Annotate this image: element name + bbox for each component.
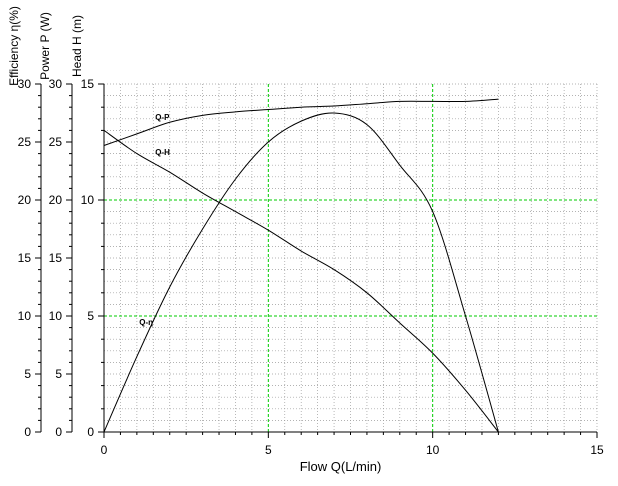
- y-tick-label: 10: [18, 309, 32, 323]
- y-tick-label: 0: [24, 425, 31, 439]
- y-tick-label: 15: [81, 77, 95, 91]
- y-tick-label: 20: [49, 193, 63, 207]
- series-label: Q-P: [155, 113, 170, 122]
- series-label: Q-H: [155, 148, 170, 157]
- x-tick-label: 5: [265, 443, 272, 457]
- x-tick-label: 15: [590, 443, 604, 457]
- grid: [104, 84, 597, 432]
- y-axis-title: Power P (W): [38, 12, 52, 80]
- x-tick-label: 10: [426, 443, 440, 457]
- series-line: [103, 129, 499, 433]
- y-axis-title: Efficiency η(%): [7, 6, 21, 86]
- y-tick-label: 15: [49, 251, 63, 265]
- y-tick-label: 0: [55, 425, 62, 439]
- y-tick-label: 10: [49, 309, 63, 323]
- axes: [35, 83, 598, 438]
- y-axis-title: Head H (m): [70, 15, 84, 77]
- y-tick-label: 5: [87, 309, 94, 323]
- y-tick-label: 15: [18, 251, 32, 265]
- y-tick-label: 30: [49, 77, 63, 91]
- y-tick-label: 25: [18, 135, 32, 149]
- series-line: [103, 112, 499, 433]
- series-label: Q-η: [139, 318, 153, 327]
- x-axis-title: Flow Q(L/min): [300, 459, 382, 474]
- y-tick-label: 5: [55, 367, 62, 381]
- y-tick-label: 0: [87, 425, 94, 439]
- y-tick-label: 30: [18, 77, 32, 91]
- x-tick-label: 0: [101, 443, 108, 457]
- y-tick-label: 25: [49, 135, 63, 149]
- y-tick-label: 10: [81, 193, 95, 207]
- y-tick-label: 20: [18, 193, 32, 207]
- series-line: [103, 98, 499, 146]
- series-curves: [103, 98, 499, 433]
- y-tick-label: 5: [24, 367, 31, 381]
